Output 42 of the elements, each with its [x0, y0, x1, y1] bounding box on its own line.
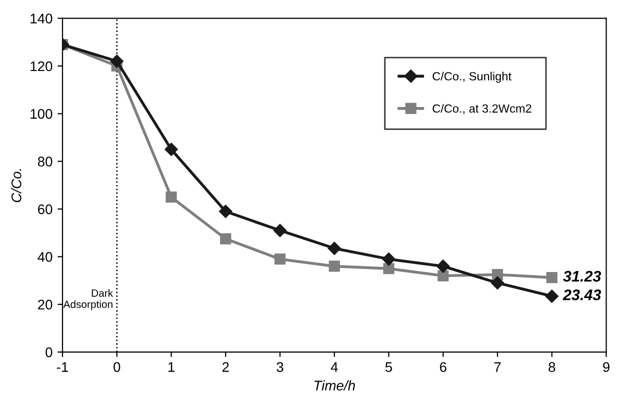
- point: [274, 254, 286, 265]
- x-tick-label: 3: [276, 362, 284, 372]
- point: [273, 224, 287, 238]
- x-tick-label: 5: [385, 362, 392, 372]
- x-tick-label: 6: [440, 362, 446, 372]
- y-tick-label: 80: [38, 156, 52, 167]
- data-label: 23.43: [562, 289, 602, 300]
- point: [546, 272, 558, 284]
- y-tick-label: 100: [30, 109, 52, 119]
- y-tick-label: 0: [46, 347, 52, 358]
- point: [545, 290, 558, 303]
- point: [164, 142, 178, 156]
- x-tick-label: 7: [494, 362, 501, 372]
- y-tick-label: 140: [30, 14, 52, 24]
- x-tick-label: 4: [330, 362, 338, 372]
- point: [490, 276, 504, 290]
- y-tick-label: 60: [38, 204, 52, 214]
- legend-label: C/Co., at 3.2Wcm2: [432, 104, 532, 114]
- legend-label: C/Co., Sunlight: [432, 72, 512, 83]
- x-tick-label: 0: [114, 362, 120, 372]
- data-label: 31.23: [563, 270, 602, 282]
- x-tick-label: 2: [222, 362, 229, 372]
- x-tick-label: 8: [548, 362, 556, 372]
- y-tick-label: 20: [38, 300, 52, 310]
- point: [328, 260, 340, 272]
- x-axis-title: Time/h: [314, 380, 355, 390]
- point: [166, 192, 177, 203]
- point: [219, 204, 232, 218]
- y-axis-title: C/Co.: [11, 169, 22, 202]
- point: [382, 252, 396, 266]
- x-tick-label: -1: [56, 362, 68, 372]
- point: [438, 270, 449, 282]
- point: [328, 242, 341, 255]
- point: [383, 263, 394, 274]
- y-tick-label: 120: [30, 61, 52, 72]
- ref-line-label: Dark Adsorption: [63, 289, 114, 310]
- point: [436, 260, 450, 273]
- x-tick-label: 9: [603, 362, 610, 372]
- x-tick-label: 1: [168, 362, 174, 372]
- point: [110, 54, 124, 68]
- y-tick-label: 40: [38, 252, 52, 262]
- point: [220, 233, 232, 244]
